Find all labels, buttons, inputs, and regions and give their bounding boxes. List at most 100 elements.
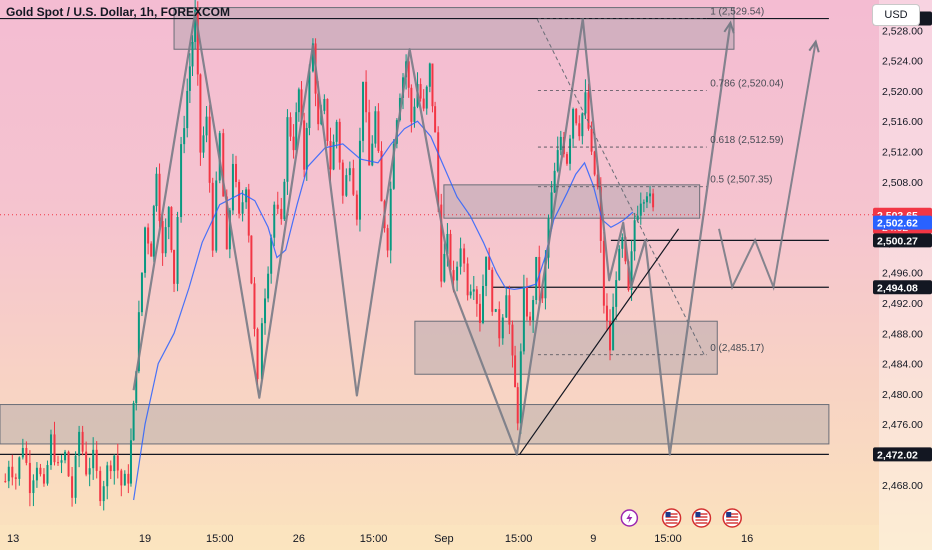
fib-level-label-3: 0.5 (2,507.35): [710, 175, 772, 186]
candle-body-71-1: [452, 270, 455, 281]
candle-body-10-1: [78, 431, 81, 456]
candle-body-94-1: [596, 174, 599, 187]
candle-body-64-1: [410, 87, 413, 122]
candle-body-79-1: [505, 295, 508, 318]
candle-body-21-0: [147, 227, 150, 244]
time-axis-label-1: 19: [139, 533, 151, 545]
candle-body-13-1: [99, 470, 102, 502]
currency-selector[interactable]: USD: [872, 4, 920, 26]
candle-body-70-1: [446, 233, 449, 254]
candle-body-73-0: [463, 248, 466, 264]
candle-body-67-1: [428, 63, 431, 87]
candle-body-101-0: [636, 215, 639, 221]
candle-body-65-0: [413, 106, 416, 122]
price-badge-4[interactable]: [873, 280, 932, 295]
candle-body-11-0: [81, 431, 84, 452]
candle-body-70-0: [443, 253, 446, 282]
candle-body-66-0: [419, 84, 422, 99]
candle-body-83-0: [525, 286, 528, 317]
zone-rect-0[interactable]: [173, 7, 735, 50]
candle-body-69-1: [440, 204, 443, 282]
candle-body-2-0: [18, 457, 21, 479]
candle-body-82-1: [522, 286, 525, 352]
candle-body-55-0: [352, 168, 355, 195]
lightning-icon: [626, 513, 633, 523]
zone-rect-2[interactable]: [414, 320, 718, 375]
candle-body-85-0: [538, 256, 541, 288]
candle-body-24-1: [167, 207, 170, 228]
candle-body-37-0: [247, 189, 250, 236]
price-badge-3[interactable]: [873, 233, 932, 248]
time-axis-label-2: 15:00: [206, 533, 234, 545]
candle-body-72-1: [459, 248, 462, 267]
flag-canton: [665, 512, 671, 517]
candle-body-68-1: [434, 106, 437, 133]
candle-body-25-0: [170, 207, 173, 251]
price-axis-label-3: 2,480.00: [882, 389, 923, 401]
candle-body-75-0: [475, 289, 478, 304]
price-axis-label-2: 2,476.00: [882, 419, 923, 431]
price-badge-2[interactable]: [873, 215, 932, 230]
candle-body-19-0: [135, 371, 138, 404]
candle-body-29-0: [196, 9, 199, 75]
us-flag-event-icon-1[interactable]: [661, 508, 682, 528]
candle-body-44-0: [289, 117, 292, 137]
candle-body-7-0: [53, 434, 56, 463]
candle-body-39-0: [260, 323, 263, 380]
candle-body-41-1: [273, 204, 276, 238]
price-badge-label-4: 2,494.08: [877, 282, 918, 294]
candle-body-74-1: [472, 289, 475, 292]
price-axis-label-0: 2,468.00: [882, 480, 923, 492]
candle-body-55-1: [355, 194, 358, 220]
candle-body-3-1: [28, 462, 31, 494]
fib-level-label-4: 0 (2,485.17): [710, 343, 764, 354]
candle-body-90-1: [572, 108, 575, 139]
candle-body-19-1: [137, 312, 140, 372]
candle-body-71-0: [449, 233, 452, 271]
candle-body-45-0: [295, 112, 298, 151]
candle-body-23-0: [158, 173, 161, 222]
time-axis-panel: [0, 525, 879, 550]
candle-body-29-1: [199, 74, 202, 153]
candle-body-22-1: [155, 173, 158, 207]
time-axis-label-0: 13: [7, 533, 19, 545]
candle-body-87-0: [550, 192, 553, 219]
candle-body-28-2: [194, 9, 197, 42]
candle-body-98-1: [621, 237, 624, 249]
candle-body-35-0: [235, 163, 238, 182]
candle-body-12-0: [88, 468, 91, 475]
candle-body-52-1: [335, 121, 338, 142]
candle-body-92-1: [584, 92, 587, 114]
candle-body-35-1: [238, 181, 241, 214]
candle-body-79-0: [501, 317, 504, 339]
price-badge-5[interactable]: [873, 447, 932, 462]
candle-body-40-1: [267, 273, 270, 299]
candle-body-7-1: [57, 462, 60, 464]
candle-body-15-0: [109, 465, 112, 472]
candle-body-76-1: [485, 256, 488, 286]
us-flag-event-icon-2[interactable]: [691, 508, 712, 528]
candle-body-14-1: [106, 465, 109, 487]
candle-body-48-0: [311, 43, 314, 72]
pattern-zigzag[interactable]: [132, 11, 732, 456]
candle-body-74-0: [469, 291, 472, 296]
price-axis-label-15: 2,528.00: [882, 25, 923, 37]
candle-body-45-1: [297, 89, 300, 113]
projection-path[interactable]: [718, 41, 817, 291]
candle-body-18-1: [132, 403, 135, 441]
ascending-trendline[interactable]: [518, 228, 680, 455]
us-flag-event-icon-3[interactable]: [722, 508, 742, 528]
projection-arrowhead: [808, 39, 820, 53]
zone-rect-1[interactable]: [443, 184, 701, 219]
price-badge-label-5: 2,472.02: [877, 449, 918, 461]
price-axis-label-13: 2,520.00: [882, 86, 923, 98]
candle-body-5-0: [39, 467, 42, 475]
candle-body-27-0: [183, 128, 186, 145]
candle-body-22-0: [152, 206, 155, 257]
candle-body-80-0: [508, 295, 511, 325]
zone-rect-3[interactable]: [0, 404, 830, 445]
candle-body-102-0: [642, 202, 645, 204]
price-axis-label-7: 2,496.00: [882, 268, 923, 280]
candle-body-33-0: [222, 133, 225, 197]
